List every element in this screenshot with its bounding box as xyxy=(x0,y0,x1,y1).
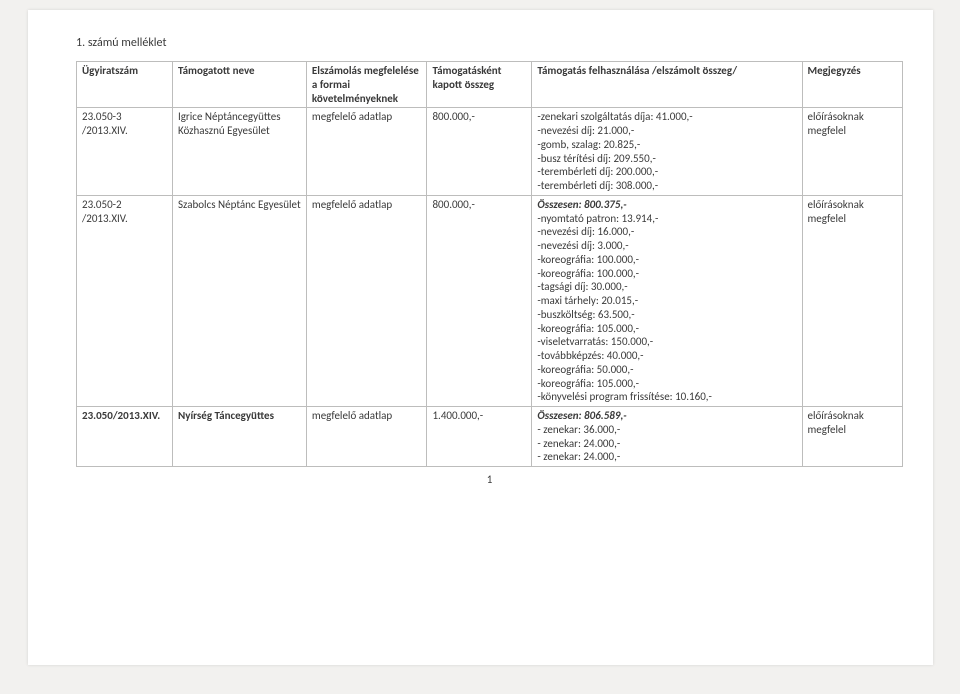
usage-item: -buszköltség: 63.500,- xyxy=(537,308,796,322)
usage-item: -maxi tárhely: 20.015,- xyxy=(537,294,796,308)
grants-table: Ügyiratszám Támogatott neve Elszámolás m… xyxy=(76,61,903,467)
usage-item: -terembérleti díj: 308.000,- xyxy=(537,179,796,193)
table-row: 23.050/2013.XIV.Nyírség Táncegyüttesmegf… xyxy=(77,407,903,467)
table-header-row: Ügyiratszám Támogatott neve Elszámolás m… xyxy=(77,62,903,108)
usage-item: -busz térítési díj: 209.550,- xyxy=(537,152,796,166)
usage-item: -tagsági díj: 30.000,- xyxy=(537,280,796,294)
col-header-usage: Támogatás felhasználása /elszámolt össze… xyxy=(532,62,802,108)
sum-line: Összesen: 800.375,- xyxy=(537,198,796,212)
cell-note: előírásoknak megfelel xyxy=(802,108,903,196)
cell-compliance: megfelelő adatlap xyxy=(306,108,427,196)
usage-item: -nevezési díj: 3.000,- xyxy=(537,239,796,253)
cell-note: előírásoknak megfelel xyxy=(802,407,903,467)
usage-item: - zenekar: 36.000,- xyxy=(537,423,796,437)
usage-item: - zenekar: 24.000,- xyxy=(537,437,796,451)
usage-item: -koreográfia: 105.000,- xyxy=(537,322,796,336)
usage-item: -nevezési díj: 16.000,- xyxy=(537,225,796,239)
usage-list: -zenekari szolgáltatás díja: 41.000,--ne… xyxy=(537,110,796,193)
col-header-note: Megjegyzés xyxy=(802,62,903,108)
cell-amount: 800.000,- xyxy=(427,108,532,196)
usage-item: -nevezési díj: 21.000,- xyxy=(537,124,796,138)
col-header-filenum: Ügyiratszám xyxy=(77,62,173,108)
sum-line: Összesen: 806.589,- xyxy=(537,409,796,423)
usage-item: -zenekari szolgáltatás díja: 41.000,- xyxy=(537,110,796,124)
table-row: 23.050-2 /2013.XIV.Szabolcs Néptánc Egye… xyxy=(77,195,903,406)
cell-usage: -zenekari szolgáltatás díja: 41.000,--ne… xyxy=(532,108,802,196)
cell-filenum: 23.050-2 /2013.XIV. xyxy=(77,195,173,406)
cell-name: Nyírség Táncegyüttes xyxy=(172,407,306,467)
cell-note: előírásoknak megfelel xyxy=(802,195,903,406)
cell-compliance: megfelelő adatlap xyxy=(306,195,427,406)
cell-amount: 800.000,- xyxy=(427,195,532,406)
page-number: 1 xyxy=(76,473,903,487)
table-row: 23.050-3 /2013.XIV.Igrice Néptáncegyütte… xyxy=(77,108,903,196)
usage-item: -viseletvarratás: 150.000,- xyxy=(537,335,796,349)
usage-list: - zenekar: 36.000,-- zenekar: 24.000,-- … xyxy=(537,423,796,464)
cell-filenum: 23.050/2013.XIV. xyxy=(77,407,173,467)
cell-usage: Összesen: 800.375,--nyomtató patron: 13.… xyxy=(532,195,802,406)
usage-item: -gomb, szalag: 20.825,- xyxy=(537,138,796,152)
usage-item: -könyvelési program frissítése: 10.160,- xyxy=(537,390,796,404)
cell-amount: 1.400.000,- xyxy=(427,407,532,467)
usage-item: - zenekar: 24.000,- xyxy=(537,450,796,464)
cell-compliance: megfelelő adatlap xyxy=(306,407,427,467)
cell-name: Szabolcs Néptánc Egyesület xyxy=(172,195,306,406)
usage-item: -terembérleti díj: 200.000,- xyxy=(537,165,796,179)
col-header-compliance: Elszámolás megfelelése a formai követelm… xyxy=(306,62,427,108)
usage-item: -koreográfia: 105.000,- xyxy=(537,377,796,391)
cell-name: Igrice Néptáncegyüttes Közhasznú Egyesül… xyxy=(172,108,306,196)
col-header-name: Támogatott neve xyxy=(172,62,306,108)
usage-item: -továbbképzés: 40.000,- xyxy=(537,349,796,363)
usage-item: -nyomtató patron: 13.914,- xyxy=(537,212,796,226)
cell-usage: Összesen: 806.589,-- zenekar: 36.000,-- … xyxy=(532,407,802,467)
attachment-title: 1. számú melléklet xyxy=(76,36,903,51)
usage-item: -koreográfia: 50.000,- xyxy=(537,363,796,377)
cell-filenum: 23.050-3 /2013.XIV. xyxy=(77,108,173,196)
usage-list: -nyomtató patron: 13.914,--nevezési díj:… xyxy=(537,212,796,405)
usage-item: -koreográfia: 100.000,- xyxy=(537,267,796,281)
col-header-amount: Támogatásként kapott összeg xyxy=(427,62,532,108)
page: 1. számú melléklet Ügyiratszám Támogatot… xyxy=(28,10,933,665)
usage-item: -koreográfia: 100.000,- xyxy=(537,253,796,267)
